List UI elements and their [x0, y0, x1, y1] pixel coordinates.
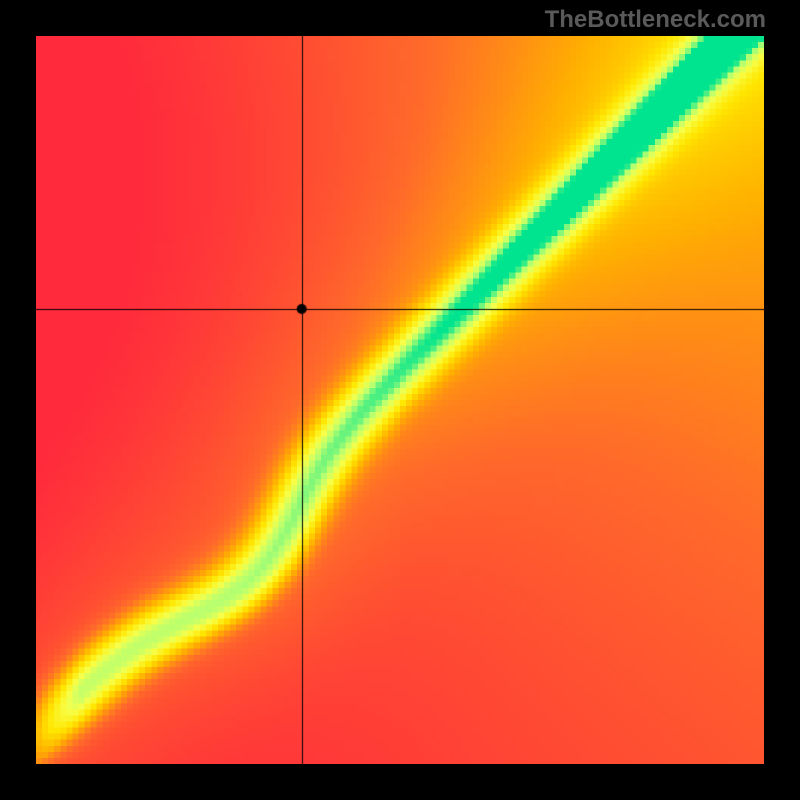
chart-container: TheBottleneck.com	[0, 0, 800, 800]
watermark-text: TheBottleneck.com	[545, 6, 766, 34]
bottleneck-heatmap	[36, 36, 764, 764]
